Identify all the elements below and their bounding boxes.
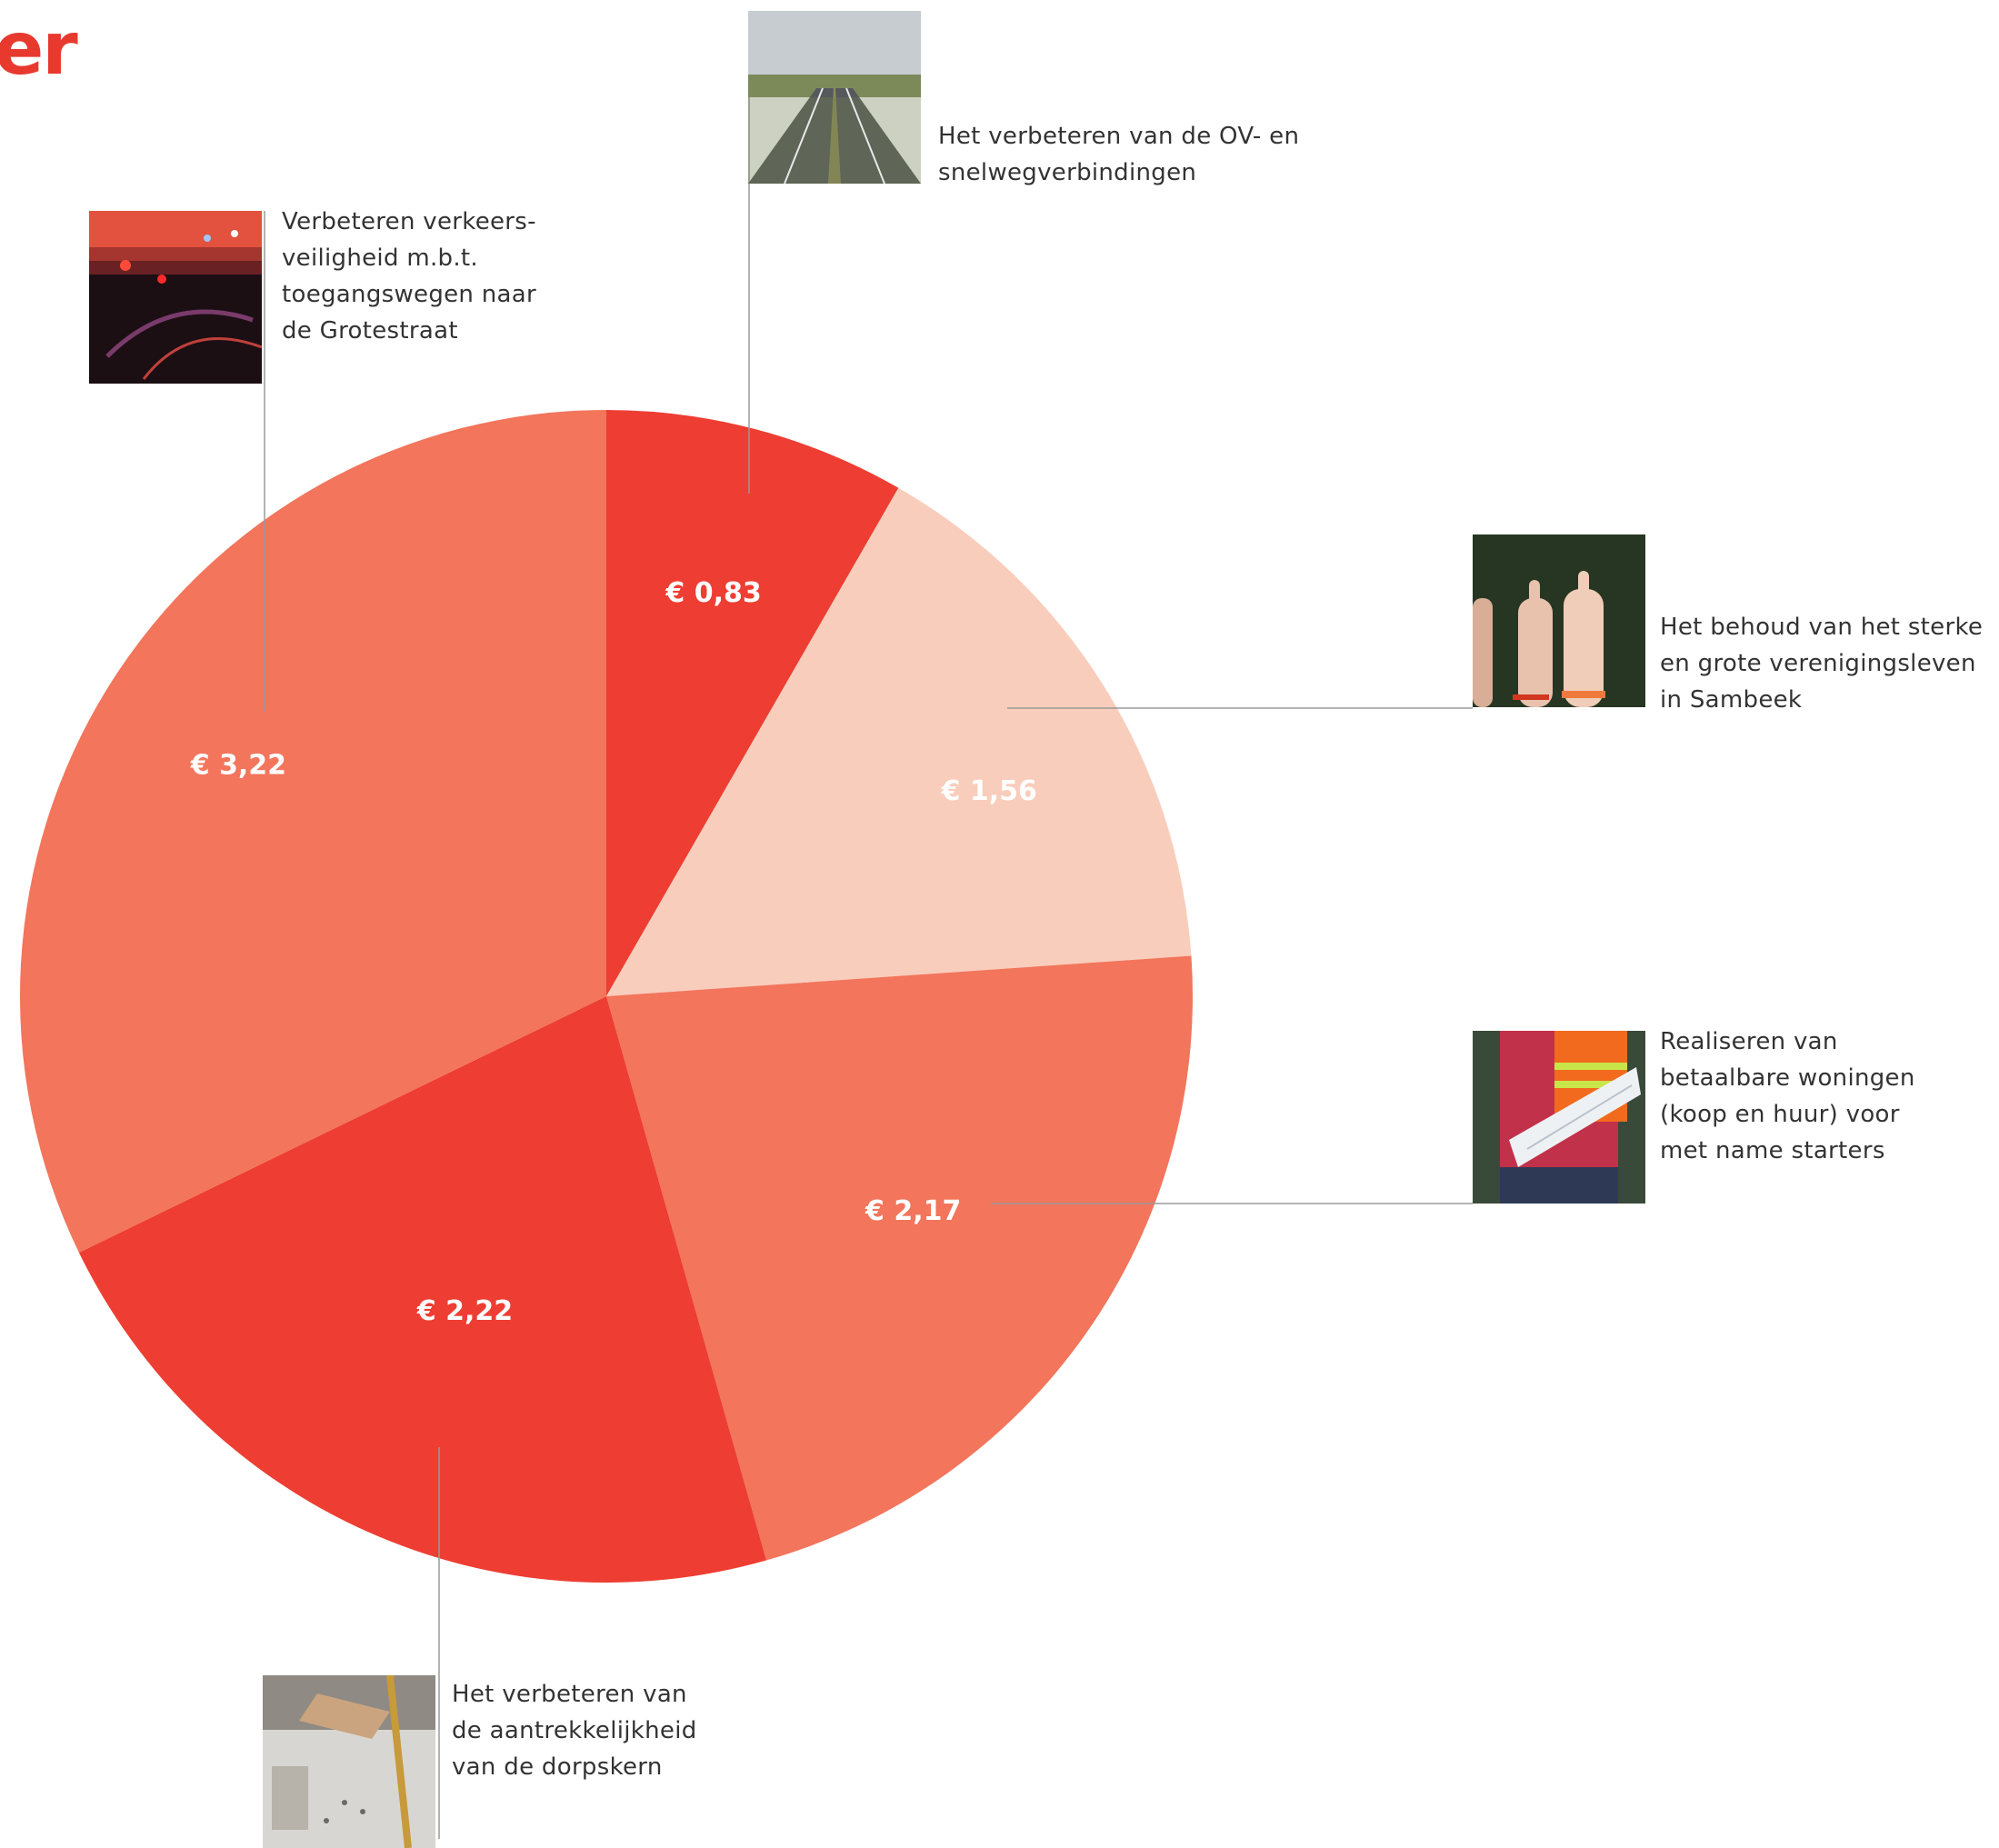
callout-line: Verbeteren verkeers- [282,208,536,235]
pie-slice [606,487,1192,996]
architect-scale-model-photo [263,1675,435,1848]
callout-traffic: Verbeteren verkeers- veiligheid m.b.t. t… [282,204,536,349]
callout-line: en grote verenigingsleven [1660,650,1976,677]
callout-line: van de dorpskern [452,1753,663,1781]
raised-hands-photo [1473,534,1645,707]
night-traffic-photo [89,211,262,384]
callout-line: snelwegverbindingen [938,159,1197,186]
slice-value-label: € 2,17 [865,1195,961,1227]
callout-clubs: Het behoud van het sterke en grote veren… [1660,609,1983,718]
callout-line: betaalbare woningen [1660,1064,1915,1092]
slice-value-label: € 1,56 [941,775,1037,807]
callout-line: in Sambeek [1660,686,1803,714]
pie-slice [606,955,1193,1561]
construction-worker-blueprint-photo [1473,1031,1645,1204]
callout-line: Het behoud van het sterke [1660,614,1984,641]
callout-line: (koop en huur) voor [1660,1101,1900,1128]
pie-slice [78,996,767,1583]
callout-village: Het verbeteren van de aantrekkelijkheid … [452,1676,697,1785]
callout-line: toegangswegen naar [282,281,536,308]
slice-value-label: € 3,22 [190,749,286,781]
page-heading: er [0,6,78,91]
callout-line: de aantrekkelijkheid [452,1717,697,1744]
callout-line: Het verbeteren van [452,1681,687,1708]
highway-photo [748,11,921,184]
slice-value-label: € 0,83 [665,577,761,609]
callout-line: met name starters [1660,1137,1885,1164]
callout-line: Het verbeteren van de OV- en [938,123,1300,150]
callout-line: de Grotestraat [282,317,458,345]
callout-line: Realiseren van [1660,1028,1838,1055]
slice-value-labels: € 0,83 € 1,56 € 2,17 € 2,22 € 3,22 [190,577,1037,1327]
pie-slice [19,410,607,1253]
pie-slice [606,410,899,996]
pie-slices [19,410,1193,1583]
callout-housing: Realiseren van betaalbare woningen (koop… [1660,1024,1915,1169]
callout-highway: Het verbeteren van de OV- en snelwegverb… [938,118,1299,191]
slice-value-label: € 2,22 [416,1295,513,1327]
callout-line: veiligheid m.b.t. [282,245,478,272]
